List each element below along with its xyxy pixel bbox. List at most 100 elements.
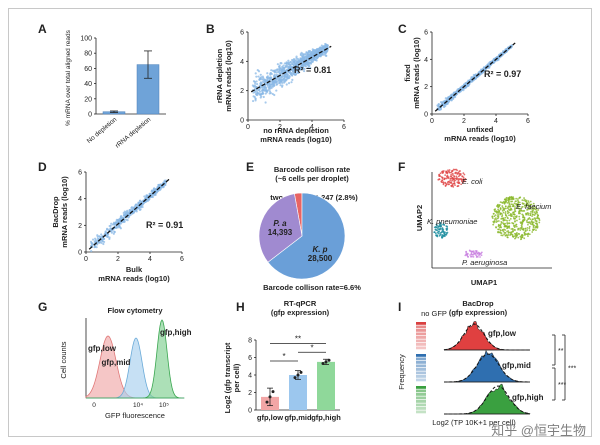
data-point — [145, 194, 149, 197]
data-point — [301, 54, 304, 58]
category-label: rRNA depletion — [114, 116, 152, 150]
umap-point — [497, 211, 500, 214]
umap-point — [526, 226, 529, 229]
umap-point — [500, 223, 502, 226]
umap-point — [448, 183, 450, 186]
x-tick-label: 0 — [92, 402, 96, 409]
series-label: gfp,mid — [102, 358, 131, 367]
data-point — [475, 75, 478, 79]
data-point — [110, 231, 113, 234]
umap-point — [452, 168, 455, 171]
umap-point — [528, 221, 531, 224]
data-point — [283, 75, 286, 78]
histogram-gfp-high — [86, 319, 185, 399]
data-point — [113, 230, 116, 234]
data-point — [138, 208, 141, 211]
data-point — [140, 205, 143, 208]
umap-point — [497, 206, 500, 209]
umap-point — [528, 225, 531, 228]
data-point — [94, 237, 97, 240]
umap-point — [501, 209, 504, 212]
data-point — [271, 81, 274, 84]
umap-point — [444, 174, 447, 177]
data-point — [471, 80, 474, 83]
no-gfp-bar — [416, 343, 426, 346]
x-tick-label: 0 — [246, 124, 250, 131]
umap-point — [443, 232, 445, 235]
umap-point — [456, 169, 459, 172]
data-point — [306, 61, 310, 64]
umap-point — [441, 176, 444, 179]
data-point — [252, 91, 255, 94]
umap-point — [506, 212, 509, 215]
umap-point — [494, 208, 497, 211]
umap-point — [503, 198, 506, 201]
umap-point — [537, 214, 539, 217]
data-point — [113, 222, 116, 225]
data-point — [302, 64, 305, 68]
data-point — [256, 83, 259, 86]
umap-point — [435, 226, 438, 228]
no-gfp-label: no GFP — [421, 309, 447, 318]
umap-point — [517, 236, 520, 239]
data-point — [297, 71, 300, 75]
umap-point — [527, 213, 530, 216]
umap-point — [533, 207, 536, 210]
umap-point — [502, 206, 504, 209]
umap-point — [472, 250, 475, 253]
umap-point — [514, 200, 517, 203]
umap-point — [497, 220, 500, 222]
umap-point — [440, 181, 443, 183]
data-point — [300, 51, 303, 54]
slice-value-pa: 14,393 — [268, 228, 293, 237]
umap-point — [503, 202, 506, 205]
data-point — [276, 71, 280, 74]
umap-point — [443, 224, 446, 227]
umap-point — [504, 229, 507, 231]
umap-point — [512, 235, 514, 238]
data-point — [254, 99, 257, 102]
umap-point — [521, 205, 524, 208]
data-point — [295, 55, 298, 58]
umap-point — [512, 213, 514, 215]
umap-point — [443, 178, 446, 180]
y-tick-label: 6 — [248, 355, 252, 362]
x-axis-label: no rRNA depletion — [263, 126, 329, 135]
data-point — [155, 190, 158, 193]
umap-point — [506, 216, 509, 219]
umap-point — [445, 232, 448, 234]
umap-point — [497, 213, 499, 216]
umap-point — [496, 217, 499, 220]
data-point — [319, 47, 322, 50]
umap-point — [507, 197, 510, 199]
umap-point — [452, 182, 455, 185]
significance-label: ** — [558, 348, 564, 355]
figure-frame — [8, 8, 592, 437]
data-point — [294, 70, 297, 73]
data-point — [262, 95, 265, 99]
replicate-point — [268, 395, 272, 399]
umap-point — [533, 224, 536, 227]
umap-point — [440, 224, 443, 227]
umap-point — [442, 181, 445, 184]
umap-point — [535, 229, 537, 232]
umap-point — [527, 221, 530, 224]
umap-point — [500, 234, 503, 237]
data-point — [292, 72, 296, 75]
umap-point — [466, 252, 469, 255]
umap-point — [521, 225, 523, 228]
umap-point — [508, 202, 511, 205]
data-point — [101, 238, 104, 241]
data-point — [309, 67, 312, 70]
data-point — [109, 224, 112, 227]
data-point — [93, 246, 96, 249]
data-point — [258, 78, 261, 81]
umap-point — [450, 170, 453, 173]
data-point — [253, 85, 256, 88]
data-point — [450, 95, 453, 98]
umap-point — [438, 230, 441, 233]
umap-point — [448, 171, 451, 173]
umap-point — [501, 215, 503, 218]
data-point — [301, 62, 304, 65]
data-point — [153, 189, 156, 192]
